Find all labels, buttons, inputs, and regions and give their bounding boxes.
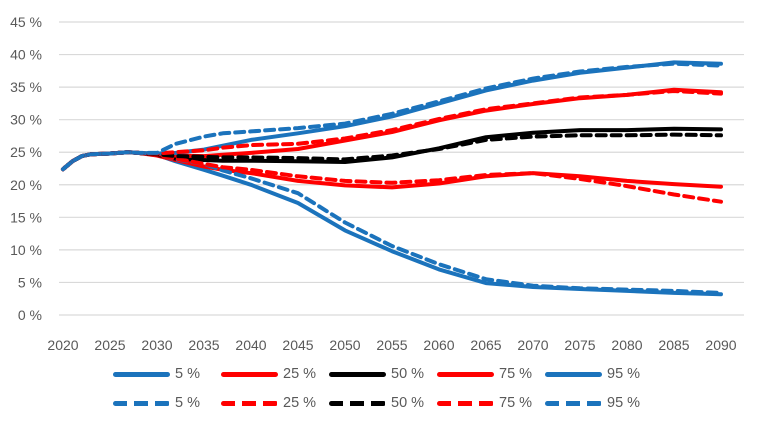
legend-dashed-line-swatch [437, 400, 494, 406]
legend-solid-line-swatch [545, 371, 602, 377]
legend-dashed-line-swatch [113, 400, 170, 406]
legend-item-dashed-25%: 25 % [221, 395, 320, 411]
x-tick-label: 2030 [141, 337, 172, 353]
legend-label: 5 % [175, 366, 200, 382]
x-tick-label: 2060 [423, 337, 454, 353]
legend-label: 95 % [607, 366, 641, 382]
x-tick-label: 2050 [329, 337, 360, 353]
x-tick-label: 2020 [47, 337, 78, 353]
chart-plot-area: 0 % 5 % 10 % 15 % 20 % 25 % 30 % 35 % 40 % 45 % 20… [10, 14, 744, 353]
y-axis-tick-labels: 0 % 5 % 10 % 15 % 20 % 25 % 30 % 35 % 40 % 45 % [10, 14, 42, 323]
x-tick-label: 2070 [517, 337, 548, 353]
legend-row-solid: 5 % 25 % 50 % 75 % 95 % [113, 366, 644, 382]
legend-solid-line-swatch [437, 371, 494, 377]
series-line-dashed-5% [61, 150, 723, 295]
legend-item-solid-5%: 5 % [113, 366, 212, 382]
legend-dashed-line-swatch [329, 400, 386, 406]
y-tick-label: 45 % [10, 14, 42, 30]
legend-label: 25 % [283, 366, 317, 382]
legend-item-solid-50%: 50 % [329, 366, 428, 382]
series-lines [61, 60, 723, 297]
legend-label: 50 % [391, 395, 425, 411]
y-tick-label: 40 % [10, 47, 42, 63]
y-tick-label: 0 % [18, 307, 42, 323]
x-tick-label: 2035 [188, 337, 219, 353]
legend-item-dashed-95%: 95 % [545, 395, 644, 411]
x-axis-tick-labels: 2020 2025 2030 2035 2040 2045 2050 2055 2060 2065… [47, 337, 736, 353]
x-tick-label: 2090 [705, 337, 736, 353]
series-line-dashed-25% [61, 150, 723, 204]
y-tick-label: 15 % [10, 209, 42, 225]
series-line-dashed-95% [61, 61, 723, 172]
y-tick-label: 10 % [10, 242, 42, 258]
x-tick-label: 2080 [611, 337, 642, 353]
series-line-solid-5% [61, 150, 723, 297]
legend-item-solid-75%: 75 % [437, 366, 536, 382]
series-line-dashed-75% [61, 89, 723, 172]
x-tick-label: 2045 [282, 337, 313, 353]
legend-row-dashed: 5 % 25 % 50 % 75 % 95 % [113, 395, 644, 411]
legend-solid-line-swatch [221, 371, 278, 377]
legend-label: 5 % [175, 395, 200, 411]
legend-item-solid-95%: 95 % [545, 366, 644, 382]
legend-label: 75 % [499, 366, 533, 382]
legend-item-dashed-5%: 5 % [113, 395, 212, 411]
legend-item-dashed-50%: 50 % [329, 395, 428, 411]
legend-label: 25 % [283, 395, 317, 411]
legend-solid-line-swatch [329, 371, 386, 377]
legend-dashed-line-swatch [221, 400, 278, 406]
y-tick-label: 5 % [18, 274, 42, 290]
x-tick-label: 2065 [470, 337, 501, 353]
legend-dashed-line-swatch [545, 400, 602, 406]
legend-label: 50 % [391, 366, 425, 382]
legend-label: 95 % [607, 395, 641, 411]
x-tick-label: 2085 [658, 337, 689, 353]
y-tick-label: 20 % [10, 177, 42, 193]
legend-item-solid-25%: 25 % [221, 366, 320, 382]
y-tick-label: 35 % [10, 79, 42, 95]
y-tick-label: 25 % [10, 144, 42, 160]
series-line-dashed-50% [61, 132, 723, 172]
x-tick-label: 2055 [376, 337, 407, 353]
x-tick-label: 2040 [235, 337, 266, 353]
series-line-solid-95% [61, 60, 723, 172]
x-tick-label: 2075 [564, 337, 595, 353]
y-tick-label: 30 % [10, 112, 42, 128]
chart-legend: 5 % 25 % 50 % 75 % 95 % 5 % 25 % 50 % 75 % 95 % [0, 366, 757, 411]
legend-solid-line-swatch [113, 371, 170, 377]
legend-item-dashed-75%: 75 % [437, 395, 536, 411]
legend-label: 75 % [499, 395, 533, 411]
x-tick-label: 2025 [94, 337, 125, 353]
